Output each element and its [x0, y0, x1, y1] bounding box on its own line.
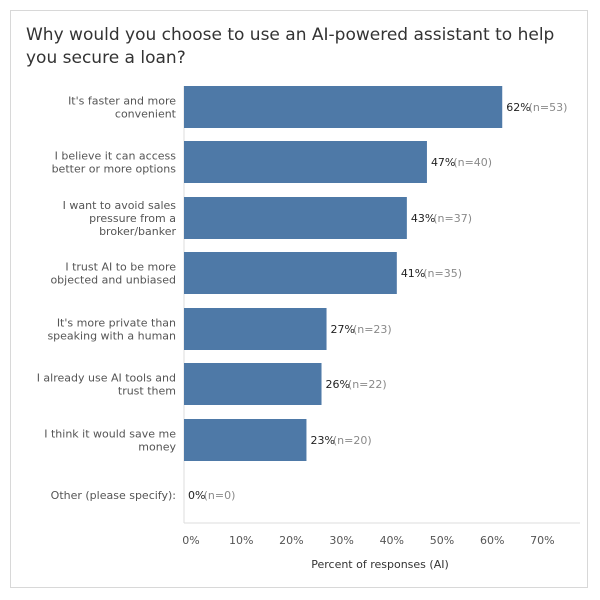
- bar: [184, 363, 322, 405]
- x-axis-ticks: 0% 10% 20% 30% 40% 50% 60% 70%: [182, 534, 554, 547]
- chart-title: Why would you choose to use an AI-powere…: [26, 25, 555, 68]
- n-label: (n=53): [529, 101, 568, 114]
- x-axis-title: Percent of responses (AI): [311, 558, 449, 571]
- x-tick-label: 70%: [530, 534, 554, 547]
- category-label: I trust AI to be more objected and unbias…: [50, 261, 176, 287]
- category-label: It's more private than speaking with a hu…: [47, 317, 176, 343]
- bar: [184, 197, 407, 239]
- category-labels: It's faster and more convenient I believe …: [37, 95, 177, 503]
- value-label: 26%: [326, 378, 350, 391]
- category-label: It's faster and more convenient: [68, 95, 177, 121]
- n-label: (n=35): [423, 267, 462, 280]
- x-tick-label: 10%: [229, 534, 253, 547]
- bar: [184, 419, 307, 461]
- x-tick-label: 40%: [380, 534, 404, 547]
- x-tick-label: 30%: [329, 534, 353, 547]
- n-label: (n=23): [353, 323, 392, 336]
- value-label: 27%: [331, 323, 355, 336]
- value-labels: 62%(n=53)47%(n=40)43%(n=37)41%(n=35)27%(…: [188, 101, 567, 502]
- bars: [184, 86, 503, 461]
- category-label: I want to avoid sales pressure from a brok…: [63, 199, 177, 238]
- x-tick-label: 20%: [279, 534, 303, 547]
- category-label: I believe it can access better or more op…: [52, 150, 177, 176]
- n-label: (n=40): [453, 156, 492, 169]
- x-tick-label: 50%: [430, 534, 454, 547]
- bar: [184, 141, 427, 183]
- n-label: (n=0): [204, 489, 236, 502]
- value-label: 43%: [411, 212, 435, 225]
- category-label: Other (please specify):: [51, 489, 176, 502]
- x-tick-label: 0%: [182, 534, 199, 547]
- value-label: 0%: [188, 489, 205, 502]
- category-label: I already use AI tools and trust them: [37, 372, 176, 398]
- value-label: 23%: [310, 434, 334, 447]
- n-label: (n=20): [333, 434, 372, 447]
- value-label: 41%: [401, 267, 425, 280]
- bar: [184, 308, 327, 350]
- bar: [184, 86, 503, 128]
- value-label: 62%: [506, 101, 530, 114]
- n-label: (n=37): [433, 212, 472, 225]
- x-tick-label: 60%: [480, 534, 504, 547]
- value-label: 47%: [431, 156, 455, 169]
- bar: [184, 252, 397, 294]
- category-label: I think it would save me money: [44, 428, 176, 454]
- n-label: (n=22): [348, 378, 387, 391]
